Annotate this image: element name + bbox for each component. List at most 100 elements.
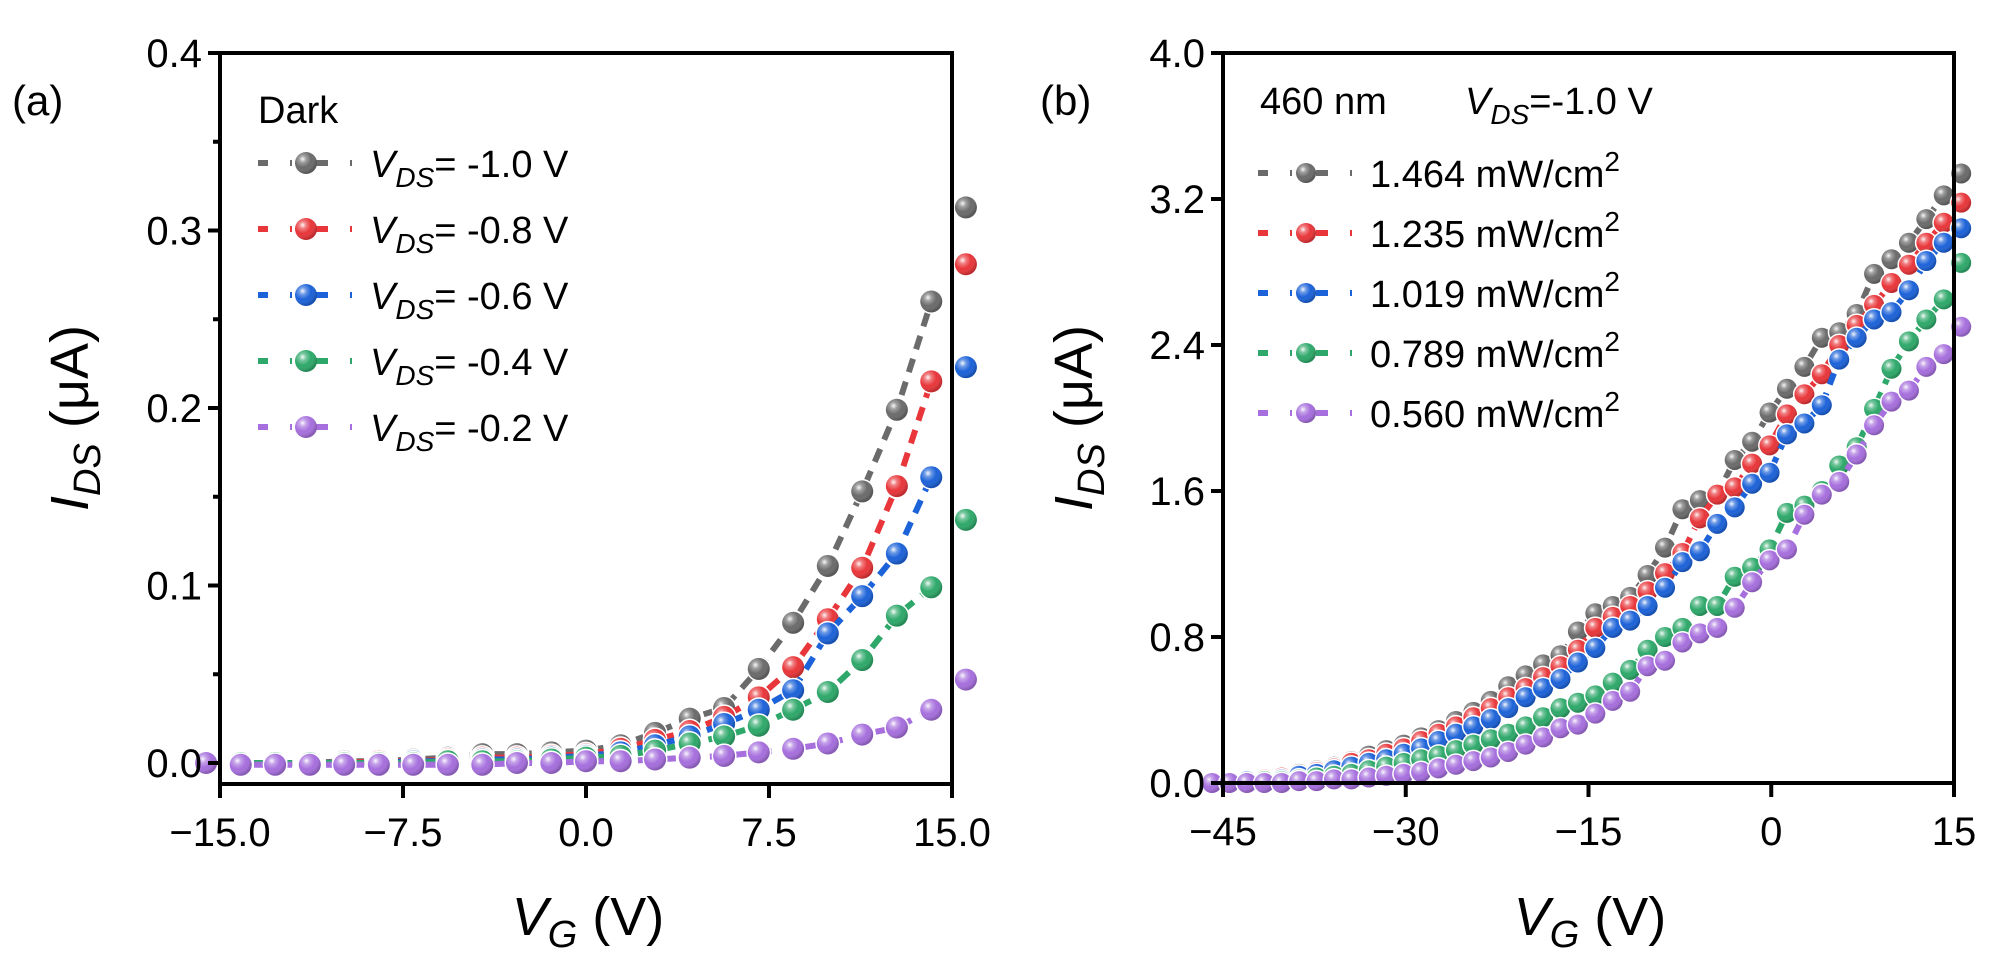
marker-shine xyxy=(954,508,977,531)
marker-shine xyxy=(1759,435,1780,456)
marker-shine xyxy=(954,253,977,276)
data-point xyxy=(849,647,875,673)
marker-shine xyxy=(644,748,667,771)
data-point xyxy=(780,697,806,723)
marker-shine xyxy=(1689,595,1710,616)
marker-shine xyxy=(920,466,943,489)
marker-shine xyxy=(1898,331,1919,352)
marker-shine xyxy=(1811,484,1832,505)
data-point xyxy=(1775,537,1799,561)
y-tick-label: 0.3 xyxy=(146,210,202,254)
marker-shine xyxy=(1515,716,1536,737)
data-point xyxy=(1897,253,1921,277)
data-point xyxy=(1548,667,1572,691)
data-point xyxy=(1792,503,1816,527)
data-point xyxy=(1583,702,1607,726)
x-tick-label: 7.5 xyxy=(741,811,797,855)
marker-shine xyxy=(1759,550,1780,571)
data-point xyxy=(953,354,979,380)
marker-shine xyxy=(1933,185,1954,206)
marker-shine xyxy=(1533,707,1554,728)
marker-shine xyxy=(1428,758,1449,779)
marker-shine xyxy=(851,585,874,608)
data-point xyxy=(1566,691,1590,715)
marker-shine xyxy=(1724,477,1745,498)
data-point xyxy=(1932,231,1956,255)
marker-shine xyxy=(920,576,943,599)
data-point xyxy=(400,752,426,778)
data-point xyxy=(1461,714,1485,738)
marker-shine xyxy=(1724,449,1745,470)
marker-shine xyxy=(1933,212,1954,233)
data-point xyxy=(1845,326,1869,350)
data-point xyxy=(1653,625,1677,649)
marker-shine xyxy=(1829,455,1850,476)
data-point xyxy=(1758,401,1782,425)
marker-shine xyxy=(1881,302,1902,323)
marker-shine xyxy=(1881,249,1902,270)
marker-shine xyxy=(885,604,908,627)
marker-shine xyxy=(885,398,908,421)
marker-shine xyxy=(1881,272,1902,293)
marker-shine xyxy=(540,752,563,774)
marker-shine xyxy=(298,753,321,776)
marker-shine xyxy=(575,750,597,773)
series-2 xyxy=(193,251,979,776)
data-point xyxy=(1566,713,1590,737)
panel-a-label: (a) xyxy=(12,77,63,124)
data-point xyxy=(1827,470,1851,494)
data-point xyxy=(1496,722,1520,746)
data-point xyxy=(849,722,875,748)
marker-shine xyxy=(1759,402,1780,423)
y-tick-label: 1.6 xyxy=(1149,470,1205,514)
y-tick-label: 4.0 xyxy=(1149,32,1205,76)
data-point xyxy=(1548,716,1572,740)
data-point xyxy=(1392,762,1416,786)
marker-shine xyxy=(816,554,839,577)
data-point xyxy=(1688,594,1712,618)
y-tick-label: 0.8 xyxy=(1149,616,1205,660)
marker-shine xyxy=(1480,709,1501,730)
series-5 xyxy=(193,667,979,778)
data-point xyxy=(1775,377,1799,401)
legend-marker-shine xyxy=(1296,223,1316,243)
legend-item: VDS= -1.0 V xyxy=(258,144,569,193)
data-point xyxy=(1496,740,1520,764)
data-point xyxy=(1531,725,1555,749)
legend-marker-shine xyxy=(295,416,317,438)
panel-b-label: (b) xyxy=(1040,77,1091,124)
marker-shine xyxy=(782,656,805,679)
marker-shine xyxy=(1951,252,1972,273)
marker-shine xyxy=(1498,741,1519,762)
data-point xyxy=(1758,548,1782,572)
marker-shine xyxy=(954,356,977,379)
legend-marker-shine xyxy=(1296,403,1316,423)
marker-shine xyxy=(782,698,805,721)
data-point xyxy=(469,752,495,778)
data-point xyxy=(953,251,979,277)
legend-item: 1.464 mW/cm2 xyxy=(1258,146,1620,196)
marker-shine xyxy=(816,681,839,703)
marker-shine xyxy=(1742,431,1763,452)
marker-shine xyxy=(1898,254,1919,275)
marker-shine xyxy=(1585,617,1606,638)
data-point xyxy=(1653,649,1677,673)
marker-shine xyxy=(1567,714,1588,735)
data-point xyxy=(1845,443,1869,466)
data-point xyxy=(1618,680,1642,704)
data-point xyxy=(1461,733,1485,757)
data-point xyxy=(1688,621,1712,645)
data-point xyxy=(1897,278,1921,302)
legend-label: 0.560 mW/cm2 xyxy=(1370,386,1620,436)
marker-shine xyxy=(1445,723,1466,744)
legend-label: VDS= -0.8 V xyxy=(370,210,569,259)
marker-shine xyxy=(1724,597,1745,618)
data-point xyxy=(1792,382,1816,406)
data-point xyxy=(1705,594,1729,618)
marker-shine xyxy=(1533,727,1554,748)
legend-item: VDS= -0.8 V xyxy=(258,210,569,259)
marker-shine xyxy=(954,668,977,691)
marker-shine xyxy=(1637,639,1658,660)
data-point xyxy=(918,368,944,394)
